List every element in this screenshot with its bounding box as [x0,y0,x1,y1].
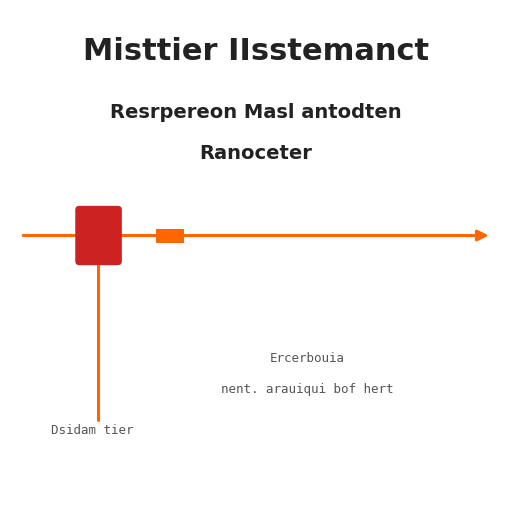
FancyBboxPatch shape [75,206,122,265]
Bar [79,210,118,261]
Text: Dsidam tier: Dsidam tier [51,423,134,437]
Text: nent. arauiqui bof hert: nent. arauiqui bof hert [221,382,393,396]
Text: Ranoceter: Ranoceter [200,144,312,163]
Text: Misttier IIsstemanct: Misttier IIsstemanct [83,37,429,66]
Text: Ercerbouia: Ercerbouia [270,352,345,365]
Text: Resrpereon Masl antodten: Resrpereon Masl antodten [110,103,402,122]
Bar [156,229,184,243]
